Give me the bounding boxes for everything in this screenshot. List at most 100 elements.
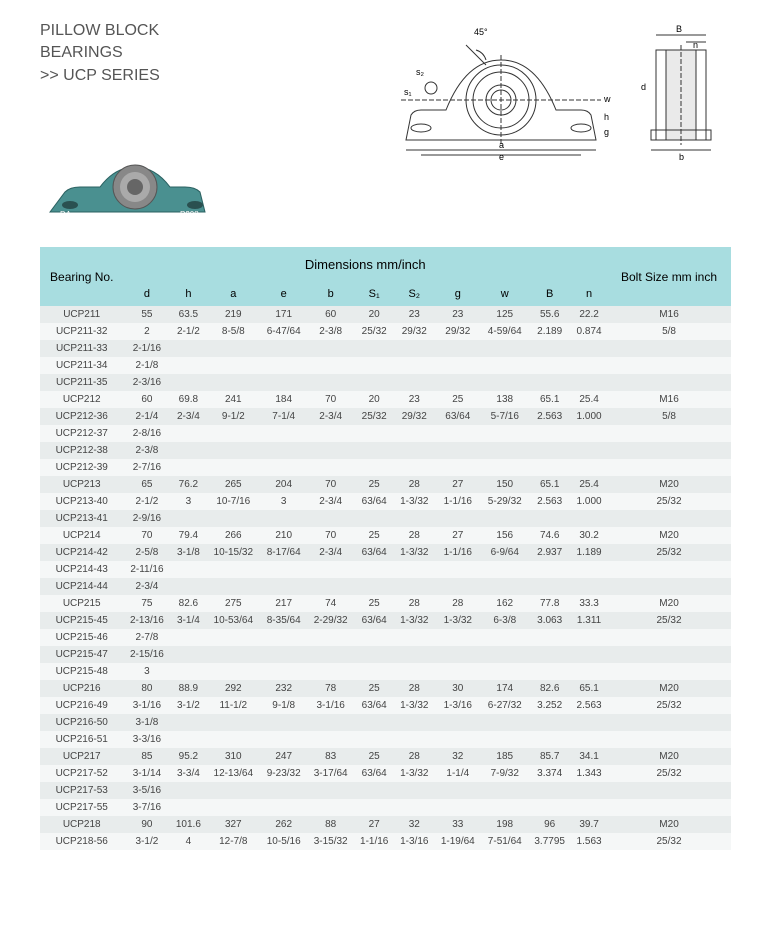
table-cell: 25/32 [607, 493, 731, 510]
table-cell: 204 [260, 476, 307, 493]
table-cell [481, 442, 528, 459]
table-cell [170, 561, 206, 578]
table-cell: 9-1/2 [206, 408, 260, 425]
table-cell: UCP212-36 [40, 408, 123, 425]
table-cell [206, 782, 260, 799]
table-cell: 162 [481, 595, 528, 612]
table-cell [571, 340, 607, 357]
table-cell: UCP215-46 [40, 629, 123, 646]
table-cell: 28 [394, 476, 434, 493]
table-cell [307, 782, 354, 799]
table-cell: UCP215 [40, 595, 123, 612]
table-cell [394, 510, 434, 527]
table-cell [481, 510, 528, 527]
table-cell: 6-27/32 [481, 697, 528, 714]
table-cell [394, 799, 434, 816]
table-cell: 2-8/16 [123, 425, 170, 442]
table-cell: UCP213-41 [40, 510, 123, 527]
table-cell: UCP214-42 [40, 544, 123, 561]
table-cell: 63/64 [354, 612, 394, 629]
table-cell [571, 561, 607, 578]
table-cell [354, 629, 394, 646]
page-header: PILLOW BLOCK BEARINGS >> UCP SERIES DA P… [40, 20, 731, 232]
table-cell [607, 340, 731, 357]
table-cell: UCP214-44 [40, 578, 123, 595]
table-cell: 2.563 [528, 493, 571, 510]
table-row: UCP217-553-7/16 [40, 799, 731, 816]
table-cell: 1-3/32 [394, 544, 434, 561]
table-cell: 25/32 [607, 833, 731, 850]
col-B: B [528, 282, 571, 306]
table-cell: 3-1/16 [307, 697, 354, 714]
table-cell [206, 629, 260, 646]
table-cell [528, 425, 571, 442]
front-diagram: 45° s₂ s₁ w h g e a [386, 20, 616, 160]
table-cell: 27 [434, 476, 481, 493]
table-cell: 266 [206, 527, 260, 544]
table-cell [434, 731, 481, 748]
svg-text:d: d [641, 82, 646, 92]
table-cell: 174 [481, 680, 528, 697]
table-cell [571, 646, 607, 663]
col-h: h [170, 282, 206, 306]
table-cell: 75 [123, 595, 170, 612]
table-cell: 101.6 [170, 816, 206, 833]
table-cell: 3-1/2 [170, 697, 206, 714]
table-cell [571, 442, 607, 459]
table-cell [528, 442, 571, 459]
table-cell: 3 [170, 493, 206, 510]
table-cell: 12-13/64 [206, 765, 260, 782]
specifications-table: Bearing No. Dimensions mm/inch Bolt Size… [40, 247, 731, 850]
table-cell [206, 374, 260, 391]
table-cell: 2-3/8 [123, 442, 170, 459]
table-cell [394, 714, 434, 731]
table-cell: 1.563 [571, 833, 607, 850]
table-cell [528, 782, 571, 799]
table-cell [394, 357, 434, 374]
table-row: UCP215-483 [40, 663, 731, 680]
col-dimensions: Dimensions mm/inch [123, 247, 607, 282]
table-cell [307, 425, 354, 442]
table-cell [394, 374, 434, 391]
table-header: Bearing No. Dimensions mm/inch Bolt Size… [40, 247, 731, 306]
table-cell: 3-7/16 [123, 799, 170, 816]
table-cell [528, 340, 571, 357]
table-cell [354, 459, 394, 476]
table-cell: 11-1/2 [206, 697, 260, 714]
title-block: PILLOW BLOCK BEARINGS >> UCP SERIES DA P… [40, 20, 240, 232]
table-cell [571, 357, 607, 374]
title-line-2: >> UCP SERIES [40, 65, 240, 87]
table-cell [481, 663, 528, 680]
table-cell: 171 [260, 306, 307, 323]
table-cell [607, 731, 731, 748]
table-cell: 156 [481, 527, 528, 544]
table-cell: 28 [394, 680, 434, 697]
table-cell: 198 [481, 816, 528, 833]
table-cell [260, 459, 307, 476]
table-cell: 60 [123, 391, 170, 408]
table-cell [528, 663, 571, 680]
table-cell: UCP212-38 [40, 442, 123, 459]
table-cell: 77.8 [528, 595, 571, 612]
table-cell [206, 578, 260, 595]
table-cell: 7-51/64 [481, 833, 528, 850]
table-row: UCP214-442-3/4 [40, 578, 731, 595]
table-cell: 76.2 [170, 476, 206, 493]
table-cell [481, 578, 528, 595]
table-cell: 65.1 [571, 680, 607, 697]
table-cell: 241 [206, 391, 260, 408]
table-cell [528, 629, 571, 646]
table-cell: 1-3/32 [394, 493, 434, 510]
svg-text:w: w [603, 94, 611, 104]
table-cell [434, 425, 481, 442]
col-b: b [307, 282, 354, 306]
table-cell: 78 [307, 680, 354, 697]
table-cell: 63/64 [354, 765, 394, 782]
technical-diagrams: 45° s₂ s₁ w h g e a B n d b [260, 20, 731, 160]
table-cell: 29/32 [434, 323, 481, 340]
table-cell: 275 [206, 595, 260, 612]
table-cell [434, 374, 481, 391]
table-cell [354, 646, 394, 663]
table-cell [607, 425, 731, 442]
col-a: a [206, 282, 260, 306]
